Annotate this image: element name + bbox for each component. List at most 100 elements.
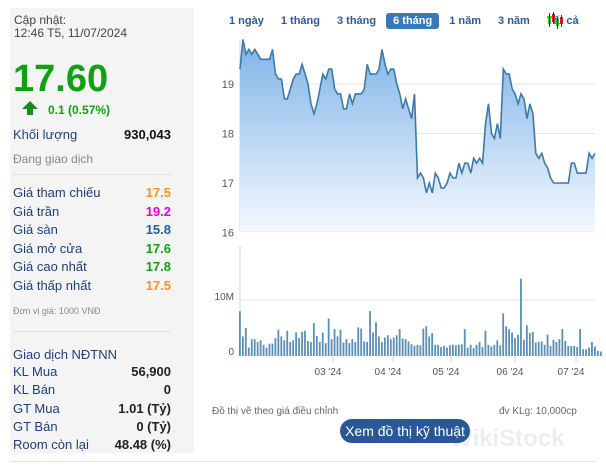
- foreign-label: KL Bán: [13, 382, 56, 398]
- volume-bar: [523, 339, 525, 356]
- volume-tick-label: 10M: [215, 292, 234, 303]
- price-label: Giá tham chiếu: [13, 185, 101, 200]
- volume-bar: [469, 344, 472, 356]
- tab-range[interactable]: 1 tháng: [280, 15, 320, 27]
- volume-bar: [259, 340, 262, 356]
- arrow-up-icon: [22, 101, 38, 109]
- volume-bar: [431, 333, 434, 356]
- range-tabs: 1 ngày 1 tháng 3 tháng 6 tháng 1 năm 3 năm Tất…: [222, 13, 589, 29]
- volume-bar: [404, 339, 407, 356]
- volume-bar: [493, 344, 496, 356]
- volume-bar: [318, 342, 321, 356]
- price-value: 17.5: [145, 185, 171, 200]
- price-tick-label: 19: [222, 79, 234, 91]
- tab-range[interactable]: 1 ngày: [229, 15, 264, 27]
- volume-bar: [333, 329, 336, 356]
- volume-bar: [416, 344, 419, 356]
- volume-bar: [576, 347, 579, 356]
- price-change: 0.1 (0.57%): [48, 103, 111, 117]
- foreign-row: KL Mua 56,900: [13, 364, 171, 379]
- volume-bar: [256, 342, 259, 356]
- foreign-row: GT Mua 1.01 (Tỷ): [13, 401, 171, 416]
- volume-bar: [239, 311, 241, 356]
- volume-bar: [588, 347, 590, 356]
- volume-bar: [546, 334, 549, 356]
- volume-bar: [528, 333, 531, 356]
- volume-bar: [487, 344, 490, 356]
- trading-status: Đang giao dịch: [13, 152, 171, 166]
- volume-bar: [454, 345, 457, 356]
- volume-bar: [310, 342, 312, 356]
- technical-chart-button[interactable]: Xem đồ thị kỹ thuật: [340, 419, 470, 443]
- volume-bar: [327, 318, 330, 356]
- price-row: Giá sàn 15.8: [13, 222, 171, 237]
- volume-bar: [585, 349, 587, 356]
- tab-range[interactable]: 3 tháng: [336, 15, 377, 27]
- tab-range[interactable]: 6 tháng: [386, 13, 440, 29]
- candlestick-icon[interactable]: [547, 11, 565, 29]
- volume-bar: [419, 345, 422, 356]
- volume-bar: [330, 339, 333, 356]
- volume-bar: [573, 345, 576, 356]
- volume-bar: [407, 341, 410, 356]
- volume-bar: [481, 347, 484, 356]
- volume-bar: [599, 351, 602, 356]
- volume-bar: [389, 339, 392, 356]
- price-label: Giá cao nhất: [13, 259, 87, 274]
- volume-bar: [582, 349, 584, 356]
- volume-bar: [422, 328, 425, 356]
- volume-bar: [315, 335, 318, 356]
- foreign-label: GT Bán: [13, 418, 58, 434]
- volume-bar: [383, 337, 386, 356]
- volume-bar: [292, 340, 295, 356]
- foreign-title-text: Giao dịch NĐTNN: [13, 347, 118, 362]
- tab-range[interactable]: 3 năm: [498, 15, 530, 27]
- volume-bar: [549, 345, 552, 356]
- volume-bar: [392, 337, 395, 356]
- chart-note: Đồ thị vẽ theo giá điều chỉnh: [212, 406, 339, 417]
- volume-bar: [366, 342, 369, 356]
- volume-bar: [514, 338, 516, 356]
- update-info: Cập nhật: 12:46 T5, 11/07/2024: [14, 14, 127, 40]
- tab-range[interactable]: 1 năm: [449, 15, 482, 27]
- volume-bar: [443, 345, 445, 356]
- volume-bar: [351, 339, 354, 356]
- volume-bar: [591, 342, 593, 356]
- volume-bar: [262, 344, 265, 356]
- volume-bar: [244, 328, 247, 356]
- volume-bar: [440, 347, 442, 356]
- volume-bar: [289, 342, 292, 356]
- price-label: Giá trần: [13, 203, 60, 219]
- price-value: 17.5: [145, 277, 171, 293]
- current-price: 17.60: [13, 58, 109, 100]
- volume-bar: [250, 339, 253, 356]
- volume-bar: [283, 340, 286, 356]
- divider: [10, 461, 596, 462]
- price-volume-chart: 16 17 18 19 0 10M 03 '24 04 '24 05 '24 06 '24 07 '…: [215, 39, 602, 378]
- foreign-title: Giao dịch NĐTNN: [13, 347, 171, 362]
- volume-bar: [298, 338, 300, 356]
- volume-bar: [280, 336, 283, 356]
- volume-bar: [531, 331, 534, 356]
- price-area: [240, 39, 595, 231]
- volume-bar: [594, 346, 596, 356]
- foreign-value: 56,900: [131, 364, 171, 379]
- foreign-label: KL Mua: [13, 364, 58, 379]
- volume-bar: [401, 338, 404, 356]
- volume-bar: [304, 330, 306, 356]
- foreign-label: Room còn lại: [13, 437, 89, 453]
- arrow-up-icon-stem: [27, 109, 33, 115]
- unit-note-text: Đơn vị giá: 1000 VNĐ: [13, 306, 101, 316]
- volume-bar: [295, 332, 298, 356]
- volume-bar: [363, 341, 366, 356]
- volume-bar: [336, 336, 339, 356]
- volume-bar: [301, 331, 303, 356]
- divider: [13, 331, 171, 332]
- volume-bar: [502, 313, 505, 356]
- volume-bar: [570, 345, 573, 356]
- volume-bar: [354, 342, 357, 356]
- volume-bar: [386, 335, 389, 356]
- price-value: 17.6: [145, 240, 171, 256]
- volume-bar: [564, 340, 567, 356]
- x-tick-label: 06 '24: [497, 367, 524, 378]
